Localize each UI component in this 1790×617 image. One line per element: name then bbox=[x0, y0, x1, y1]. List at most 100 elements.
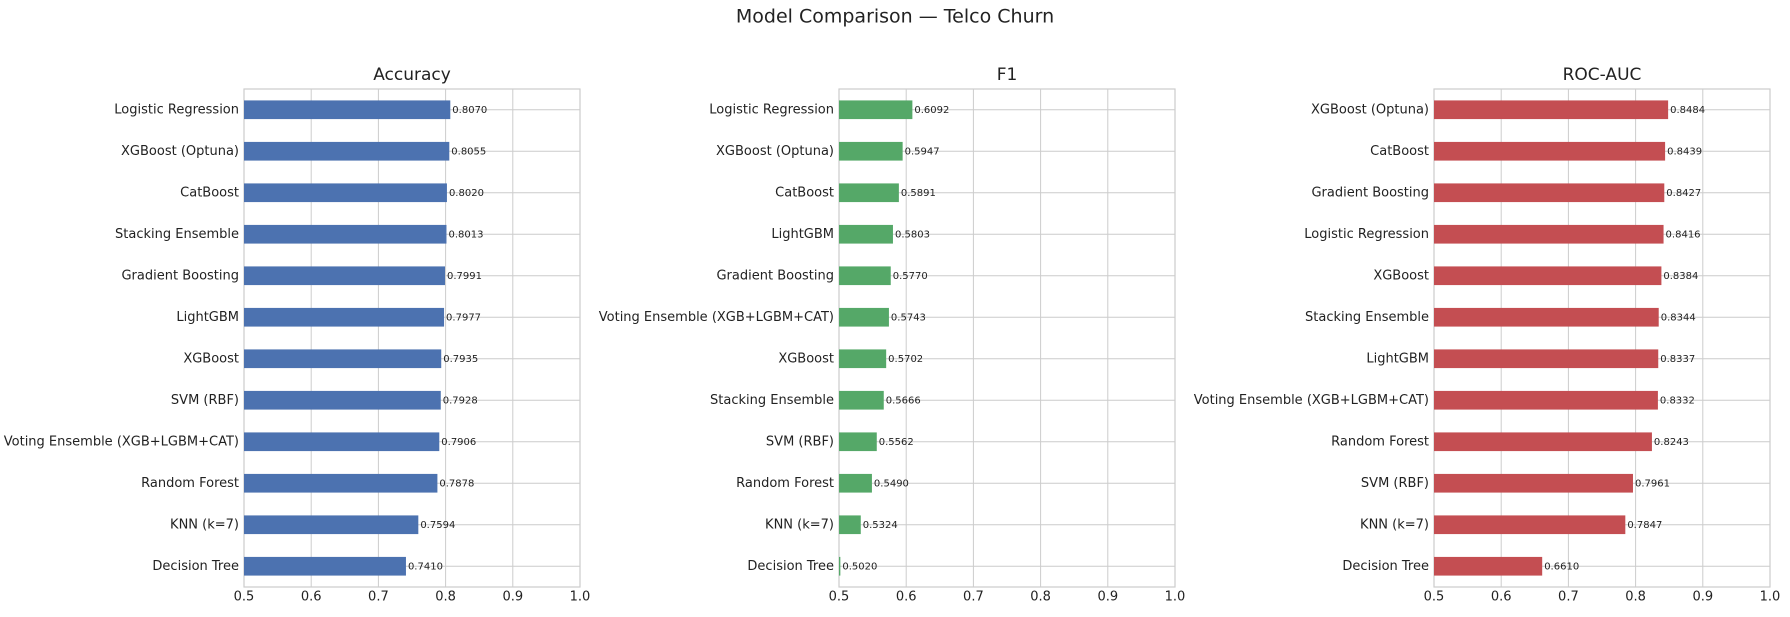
value-label: 0.5891 bbox=[901, 188, 936, 199]
figure-title: Model Comparison — Telco Churn bbox=[736, 6, 1054, 28]
bar bbox=[1434, 307, 1659, 327]
bar bbox=[244, 349, 442, 369]
x-tick-label: 1.0 bbox=[570, 590, 591, 605]
value-label: 0.5490 bbox=[874, 478, 909, 489]
y-tick-label: SVM (RBF) bbox=[171, 393, 239, 408]
y-tick-label: KNN (k=7) bbox=[765, 517, 834, 532]
y-tick-label: CatBoost bbox=[1370, 144, 1429, 159]
x-tick-label: 0.5 bbox=[1424, 590, 1445, 605]
value-label: 0.7977 bbox=[446, 312, 481, 323]
value-label: 0.8416 bbox=[1666, 229, 1701, 240]
value-label: 0.8020 bbox=[449, 188, 484, 199]
value-label: 0.8332 bbox=[1660, 395, 1695, 406]
y-tick-label: XGBoost bbox=[183, 351, 239, 366]
bar bbox=[839, 224, 893, 244]
value-label: 0.8013 bbox=[448, 229, 483, 240]
value-label: 0.8384 bbox=[1663, 271, 1698, 282]
subplot-title: Accuracy bbox=[373, 65, 451, 85]
bar bbox=[244, 515, 419, 535]
value-label: 0.6610 bbox=[1544, 561, 1579, 572]
bar bbox=[1434, 432, 1652, 452]
y-tick-label: Voting Ensemble (XGB+LGBM+CAT) bbox=[4, 434, 239, 449]
bar bbox=[1434, 390, 1658, 410]
bar bbox=[244, 556, 406, 576]
value-label: 0.8337 bbox=[1660, 354, 1695, 365]
bar bbox=[1434, 473, 1633, 493]
subplot-title: F1 bbox=[997, 65, 1018, 85]
value-label: 0.5020 bbox=[842, 561, 877, 572]
value-label: 0.8427 bbox=[1666, 188, 1701, 199]
x-tick-label: 1.0 bbox=[1760, 590, 1781, 605]
value-label: 0.5324 bbox=[863, 520, 898, 531]
x-tick-label: 0.8 bbox=[1030, 590, 1051, 605]
bar bbox=[244, 183, 447, 203]
bar bbox=[839, 100, 913, 120]
value-label: 0.5770 bbox=[893, 271, 928, 282]
y-tick-label: LightGBM bbox=[1366, 351, 1429, 366]
y-tick-label: XGBoost (Optuna) bbox=[121, 144, 239, 159]
bar bbox=[1434, 349, 1659, 369]
bar bbox=[839, 515, 861, 535]
y-tick-label: LightGBM bbox=[176, 310, 239, 325]
bar bbox=[839, 390, 884, 410]
x-tick-label: 0.6 bbox=[896, 590, 917, 605]
y-tick-label: Decision Tree bbox=[747, 559, 834, 574]
bar bbox=[839, 556, 841, 576]
axes-frame bbox=[1433, 88, 1771, 588]
x-tick-label: 1.0 bbox=[1165, 590, 1186, 605]
bar bbox=[244, 100, 451, 120]
bar bbox=[244, 141, 450, 161]
y-tick-label: Gradient Boosting bbox=[716, 268, 834, 283]
value-label: 0.5666 bbox=[886, 395, 921, 406]
x-tick-label: 0.8 bbox=[435, 590, 456, 605]
value-label: 0.7961 bbox=[1635, 478, 1670, 489]
axes-frame bbox=[838, 88, 1176, 588]
value-label: 0.5743 bbox=[891, 312, 926, 323]
axes-frame bbox=[243, 88, 581, 588]
bar bbox=[839, 432, 877, 452]
value-label: 0.8243 bbox=[1654, 437, 1689, 448]
bar bbox=[1434, 556, 1543, 576]
x-tick-label: 0.8 bbox=[1625, 590, 1646, 605]
bar bbox=[244, 307, 445, 327]
y-tick-label: Logistic Regression bbox=[1304, 227, 1429, 242]
bar bbox=[1434, 100, 1669, 120]
y-tick-label: KNN (k=7) bbox=[1360, 517, 1429, 532]
bar bbox=[244, 266, 445, 286]
bar bbox=[244, 473, 438, 493]
bar bbox=[839, 183, 899, 203]
y-tick-label: CatBoost bbox=[775, 185, 834, 200]
y-tick-label: LightGBM bbox=[771, 227, 834, 242]
y-tick-label: Stacking Ensemble bbox=[115, 227, 239, 242]
y-tick-label: SVM (RBF) bbox=[766, 434, 834, 449]
y-tick-label: Random Forest bbox=[736, 476, 834, 491]
y-tick-label: XGBoost bbox=[778, 351, 834, 366]
x-tick-label: 0.7 bbox=[1558, 590, 1579, 605]
y-tick-label: Random Forest bbox=[1331, 434, 1429, 449]
bar bbox=[839, 141, 903, 161]
value-label: 0.7906 bbox=[441, 437, 476, 448]
y-tick-label: Random Forest bbox=[141, 476, 239, 491]
y-tick-label: Decision Tree bbox=[1342, 559, 1429, 574]
value-label: 0.5803 bbox=[895, 229, 930, 240]
bar bbox=[839, 266, 891, 286]
x-tick-label: 0.9 bbox=[1097, 590, 1118, 605]
bar bbox=[839, 307, 889, 327]
y-tick-label: XGBoost (Optuna) bbox=[716, 144, 834, 159]
value-label: 0.8439 bbox=[1667, 146, 1702, 157]
y-tick-label: CatBoost bbox=[180, 185, 239, 200]
y-tick-label: Logistic Regression bbox=[709, 102, 834, 117]
value-label: 0.5562 bbox=[879, 437, 914, 448]
bar bbox=[244, 224, 447, 244]
bar bbox=[244, 390, 441, 410]
bar bbox=[1434, 515, 1626, 535]
value-label: 0.7410 bbox=[408, 561, 443, 572]
y-tick-label: Gradient Boosting bbox=[1311, 185, 1429, 200]
value-label: 0.8070 bbox=[452, 105, 487, 116]
y-tick-label: Voting Ensemble (XGB+LGBM+CAT) bbox=[599, 310, 834, 325]
y-tick-label: Gradient Boosting bbox=[121, 268, 239, 283]
bar bbox=[1434, 224, 1664, 244]
y-tick-label: SVM (RBF) bbox=[1361, 476, 1429, 491]
value-label: 0.6092 bbox=[914, 105, 949, 116]
